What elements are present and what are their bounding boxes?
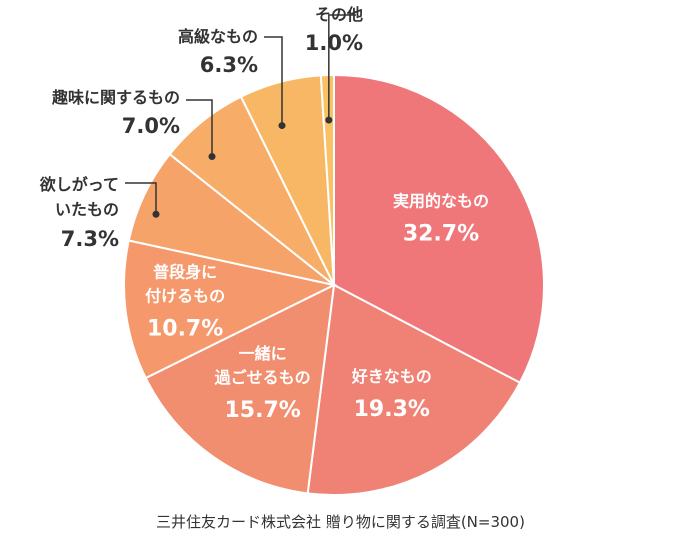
- leader-line: [264, 36, 283, 126]
- slice-category-label: 付けるもの: [145, 286, 225, 305]
- pie-slice: [333, 73, 545, 385]
- slice-value-label: 7.3%: [61, 227, 119, 251]
- slice-category-label: 高級なもの: [178, 27, 258, 46]
- slice-category-label: その他: [315, 5, 363, 24]
- leader-dot: [152, 210, 160, 218]
- slice-category-label: いたもの: [55, 200, 119, 219]
- leader-dot: [325, 116, 333, 124]
- leader-line: [328, 14, 356, 121]
- leader-dot: [278, 122, 286, 130]
- pie-slice: [123, 239, 338, 380]
- slice-category-label: 普段身に: [153, 262, 217, 281]
- slice-category-label: 過ごせるもの: [214, 368, 311, 387]
- slice-category-label: 実用的なもの: [393, 191, 489, 210]
- pie-slice: [319, 73, 335, 286]
- chart-source-note: 三井住友カード株式会社 贈り物に関する調査(N=300): [156, 513, 525, 531]
- slice-category-label: 欲しがって: [39, 175, 119, 194]
- slice-value-label: 6.3%: [200, 53, 258, 77]
- slice-value-label: 1.0%: [305, 31, 363, 55]
- slice-value-label: 15.7%: [224, 398, 300, 423]
- pie-slice: [144, 283, 336, 495]
- pie-slice: [306, 283, 522, 496]
- slice-category-label: 好きなもの: [351, 367, 432, 386]
- slice-value-label: 7.0%: [122, 114, 180, 138]
- slice-category-label: 趣味に関するもの: [51, 88, 180, 107]
- slice-value-label: 32.7%: [403, 221, 479, 246]
- slice-value-label: 10.7%: [147, 316, 223, 341]
- leader-line: [186, 99, 213, 157]
- leader-line: [125, 182, 157, 215]
- leader-dot: [208, 153, 216, 161]
- slice-value-label: 19.3%: [354, 397, 430, 422]
- slice-category-label: 一緒に: [239, 344, 287, 363]
